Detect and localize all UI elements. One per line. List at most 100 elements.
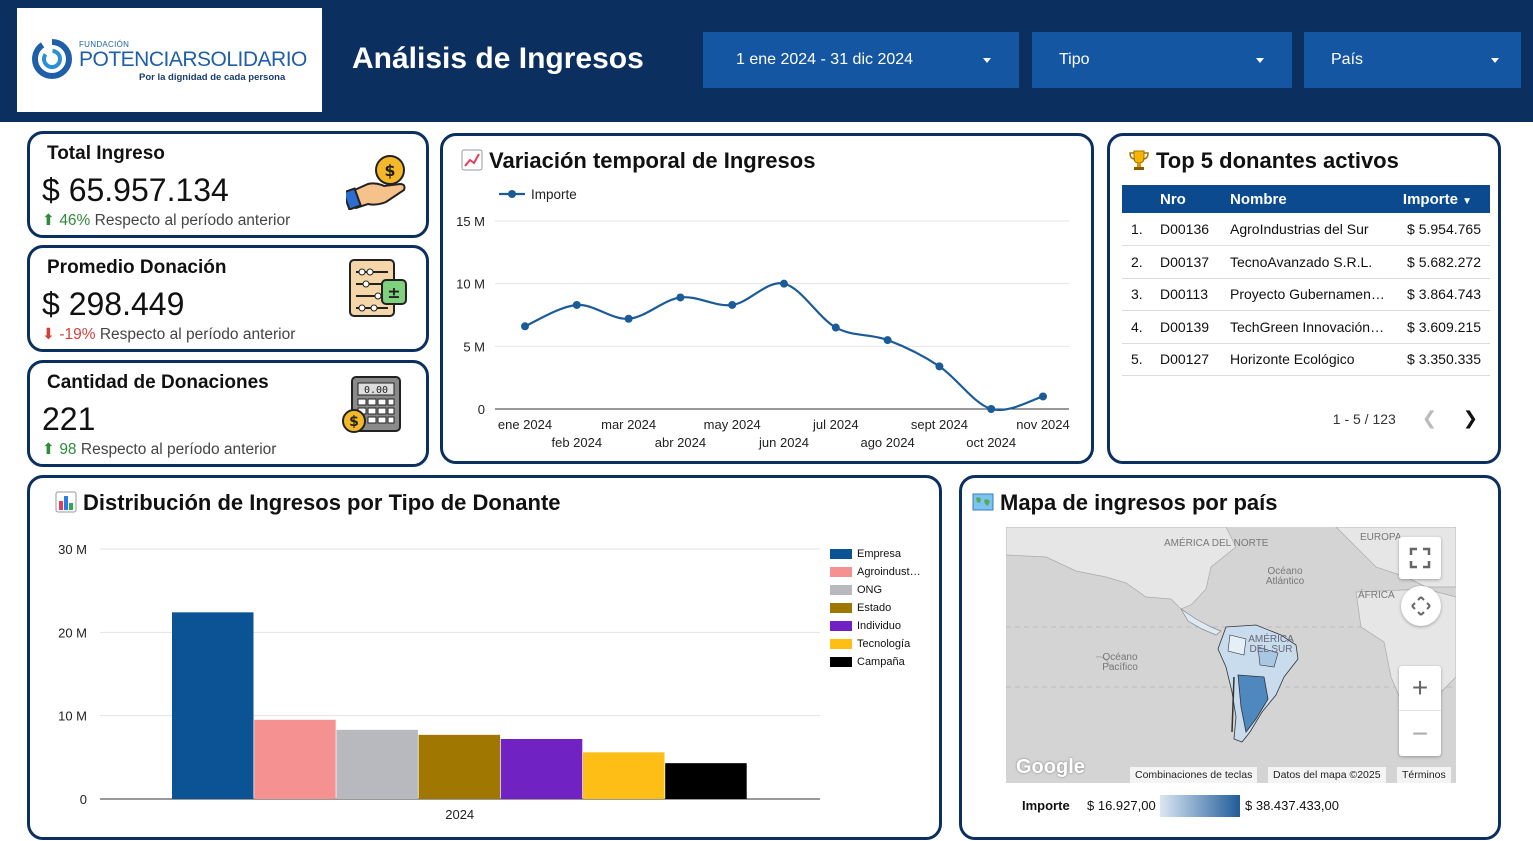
y-tick-label: 10 M (456, 277, 485, 292)
kpi-delta: ⬆ 98 Respecto al período anterior (42, 441, 277, 458)
cell-nombre: Proyecto Gubernamen… (1230, 278, 1402, 311)
pais-filter[interactable]: País (1304, 32, 1521, 88)
tipo-filter[interactable]: Tipo (1032, 32, 1292, 88)
y-tick-label: 15 M (456, 214, 485, 229)
x-tick-label: sept 2024 (911, 417, 968, 432)
chevron-down-icon (983, 57, 991, 63)
table-row[interactable]: 3. D00113 Proyecto Gubernamen… $ 3.864.743 (1122, 278, 1490, 311)
legend-swatch (830, 639, 852, 649)
table-row[interactable]: 4. D00139 TechGreen Innovación… $ 3.609.215 (1122, 310, 1490, 344)
label-south-america: AMÉRICA DEL SUR (1248, 634, 1294, 655)
bar-empresa (172, 612, 254, 799)
y-tick-label: 30 M (58, 542, 87, 557)
line-chart-title: Variación temporal de Ingresos (461, 148, 815, 174)
label-europe: EUROPA (1360, 532, 1402, 543)
zoom-out-button[interactable]: − (1411, 717, 1429, 749)
data-point (521, 322, 529, 331)
cell-nro: D00113 (1160, 278, 1230, 311)
abacus-icon: ± (349, 259, 407, 317)
table-row[interactable]: 1. D00136 AgroIndustrias del Sur $ 5.954.76… (1122, 213, 1490, 246)
cell-nro: D00127 (1160, 343, 1230, 376)
svg-text:±: ± (387, 283, 400, 302)
fullscreen-button[interactable] (1399, 537, 1441, 579)
legend-swatch (830, 567, 852, 577)
fullscreen-icon (1409, 547, 1431, 569)
map-data-attribution: Datos del mapa ©2025 (1268, 767, 1386, 783)
logo-fundacion: FUNDACIÓN (79, 40, 130, 49)
legend-item[interactable]: Empresa (830, 548, 901, 560)
cell-nombre: Horizonte Ecológico (1230, 343, 1402, 376)
col-importe[interactable]: Importe ▼ (1402, 185, 1490, 213)
data-point (572, 300, 581, 309)
logo-ring-icon (32, 39, 72, 79)
scale-label: Importe (1022, 798, 1070, 813)
data-point (935, 362, 944, 371)
google-logo: Google (1016, 756, 1085, 778)
data-point (987, 405, 996, 413)
kpi-promedio-donacion: Promedio Donación $ 298.449 ⬇ -19% Respe… (27, 245, 429, 352)
col-rank (1122, 185, 1160, 213)
kpi-value: 221 (42, 401, 96, 437)
zoom-in-button[interactable]: + (1399, 666, 1441, 711)
pagination: 1 - 5 / 123 ❮ ❯ (1333, 408, 1478, 429)
scale-max: $ 38.437.433,00 (1245, 798, 1339, 813)
cell-rank: 5. (1122, 343, 1160, 376)
label-africa: ÁFRICA (1358, 590, 1395, 601)
legend-item[interactable]: Tecnología (830, 638, 910, 650)
bar-tecnología (583, 752, 665, 799)
cell-importe: $ 5.682.272 (1402, 245, 1490, 279)
header-bar: FUNDACIÓN POTENCIARSOLIDARIO Por la dign… (0, 0, 1533, 122)
logo-tagline: Por la dignidad de cada persona (139, 72, 286, 83)
page-title: Análisis de Ingresos (352, 42, 644, 75)
table-row[interactable]: 5. D00127 Horizonte Ecológico $ 3.350.335 (1122, 343, 1490, 376)
legend-swatch (830, 621, 852, 631)
kpi-cantidad-donaciones: Cantidad de Donaciones 221 ⬆ 98 Respecto… (27, 360, 429, 467)
bar-chart: 0 10 M 20 M 30 M 2024 (58, 542, 820, 822)
y-tick-label: 5 M (463, 339, 485, 354)
map-shortcuts-link[interactable]: Combinaciones de teclas (1130, 767, 1258, 783)
legend-label: Empresa (857, 548, 902, 560)
line-chart-card: Variación temporal de Ingresos 0 5 M 10 M 1… (440, 133, 1094, 464)
x-tick-label: oct 2024 (966, 435, 1016, 450)
y-tick-label: 20 M (58, 625, 87, 640)
legend-item[interactable]: Individuo (830, 620, 901, 632)
col-nro[interactable]: Nro (1160, 185, 1230, 213)
data-point (831, 323, 840, 332)
map-canvas[interactable]: AMÉRICA DEL NORTE EUROPA ÁFRICA AMÉRICA … (1006, 527, 1456, 783)
svg-text:$: $ (349, 414, 359, 430)
cell-rank: 4. (1122, 310, 1160, 344)
table-header-row: Nro Nombre Importe ▼ (1122, 185, 1490, 213)
legend-item[interactable]: Agroindust… (830, 566, 921, 578)
logo-name: POTENCIARSOLIDARIO (79, 48, 307, 71)
hand-coin-icon: $ (346, 155, 406, 210)
legend-label: Individuo (857, 620, 902, 632)
date-range-filter[interactable]: 1 ene 2024 - 31 dic 2024 (703, 32, 1019, 88)
data-point (780, 279, 788, 288)
legend-item[interactable]: Campaña (830, 656, 905, 668)
map-terms-link[interactable]: Términos (1397, 767, 1451, 783)
scale-gradient (1160, 795, 1240, 817)
legend-item[interactable]: Estado (830, 602, 891, 614)
next-page-icon[interactable]: ❯ (1462, 408, 1478, 428)
bar-estado (418, 734, 501, 799)
scale-min: $ 16.927,00 (1087, 798, 1156, 813)
x-tick-label: ene 2024 (498, 417, 552, 432)
col-nombre[interactable]: Nombre (1230, 185, 1402, 213)
date-range-value: 1 ene 2024 - 31 dic 2024 (736, 51, 914, 68)
cell-nombre: AgroIndustrias del Sur (1230, 213, 1402, 246)
table-row[interactable]: 2. D00137 TecnoAvanzado S.R.L. $ 5.682.272 (1122, 245, 1490, 279)
label-pacific: Océano Pacífico (1102, 652, 1138, 673)
world-map (1006, 527, 1456, 783)
legend-item[interactable]: ONG (830, 584, 882, 596)
pan-control-button[interactable] (1401, 586, 1441, 626)
x-tick-label: nov 2024 (1016, 417, 1070, 432)
legend-swatch (830, 585, 852, 595)
pagination-label: 1 - 5 / 123 (1332, 410, 1396, 427)
logo: FUNDACIÓN POTENCIARSOLIDARIO Por la dign… (17, 8, 322, 112)
prev-page-icon[interactable]: ❮ (1421, 408, 1437, 428)
data-point (624, 314, 633, 323)
y-tick-label: 0 (478, 402, 485, 417)
legend-label: Agroindust… (857, 566, 921, 578)
legend-label: ONG (857, 584, 883, 596)
svg-text:$: $ (384, 161, 395, 180)
